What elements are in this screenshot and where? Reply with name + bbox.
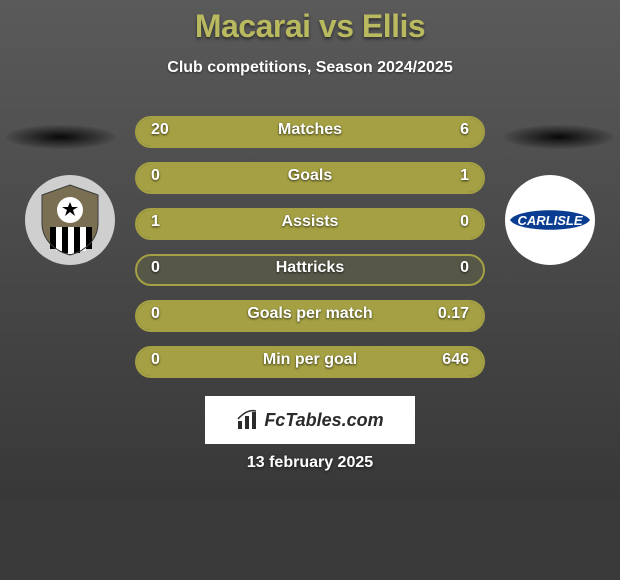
stat-label: Goals xyxy=(137,167,483,185)
stat-value-left: 20 xyxy=(151,121,169,139)
stat-bars: Matches206Goals01Assists10Hattricks00Goa… xyxy=(135,116,485,392)
snapshot-date: 13 february 2025 xyxy=(0,454,620,472)
stat-value-right: 6 xyxy=(460,121,469,139)
shadow-left xyxy=(6,125,116,149)
stat-value-left: 0 xyxy=(151,351,160,369)
page-subtitle: Club competitions, Season 2024/2025 xyxy=(0,59,620,77)
team-badge-left xyxy=(25,175,115,265)
stat-row-hattricks: Hattricks0 0 xyxy=(135,254,485,286)
stat-row-goals: Goals0 1 xyxy=(135,162,485,194)
stat-label: Assists xyxy=(137,213,483,231)
brand-logo[interactable]: FcTables.com xyxy=(205,396,415,444)
stat-value-right: 1 xyxy=(460,167,469,185)
shadow-right xyxy=(504,125,614,149)
team-badge-right: CARLISLE xyxy=(505,175,595,265)
stat-value-right: 0 xyxy=(460,259,469,277)
stat-value-right: 0 xyxy=(460,213,469,231)
brand-text: FcTables.com xyxy=(264,410,383,431)
stat-label: Matches xyxy=(137,121,483,139)
stat-value-right: 0.17 xyxy=(438,305,469,323)
stat-value-left: 1 xyxy=(151,213,160,231)
stat-value-left: 0 xyxy=(151,305,160,323)
stat-label: Min per goal xyxy=(137,351,483,369)
stat-label: Hattricks xyxy=(137,259,483,277)
comparison-card: Macarai vs Ellis Club competitions, Seas… xyxy=(0,0,620,500)
svg-text:CARLISLE: CARLISLE xyxy=(518,213,583,228)
page-background: Macarai vs Ellis Club competitions, Seas… xyxy=(0,0,620,580)
stat-value-left: 0 xyxy=(151,259,160,277)
stat-value-right: 646 xyxy=(442,351,469,369)
stat-row-assists: Assists1 0 xyxy=(135,208,485,240)
crest-left-icon xyxy=(36,183,104,257)
crest-right-icon: CARLISLE xyxy=(508,205,592,235)
stat-value-left: 0 xyxy=(151,167,160,185)
stat-label: Goals per match xyxy=(137,305,483,323)
stat-row-min-per-goal: Min per goal0 646 xyxy=(135,346,485,378)
stat-row-matches: Matches20 6 xyxy=(135,116,485,148)
stat-row-goals-per-match: Goals per match0 0.17 xyxy=(135,300,485,332)
brand-chart-icon xyxy=(236,409,258,431)
page-title: Macarai vs Ellis xyxy=(0,8,620,45)
